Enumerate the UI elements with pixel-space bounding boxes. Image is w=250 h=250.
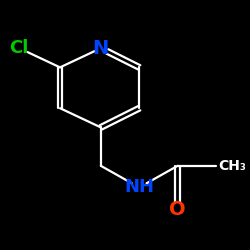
Text: N: N <box>93 39 109 58</box>
Text: CH₃: CH₃ <box>218 159 246 173</box>
Text: Cl: Cl <box>10 39 29 57</box>
Text: NH: NH <box>124 178 154 196</box>
Text: O: O <box>169 200 186 218</box>
